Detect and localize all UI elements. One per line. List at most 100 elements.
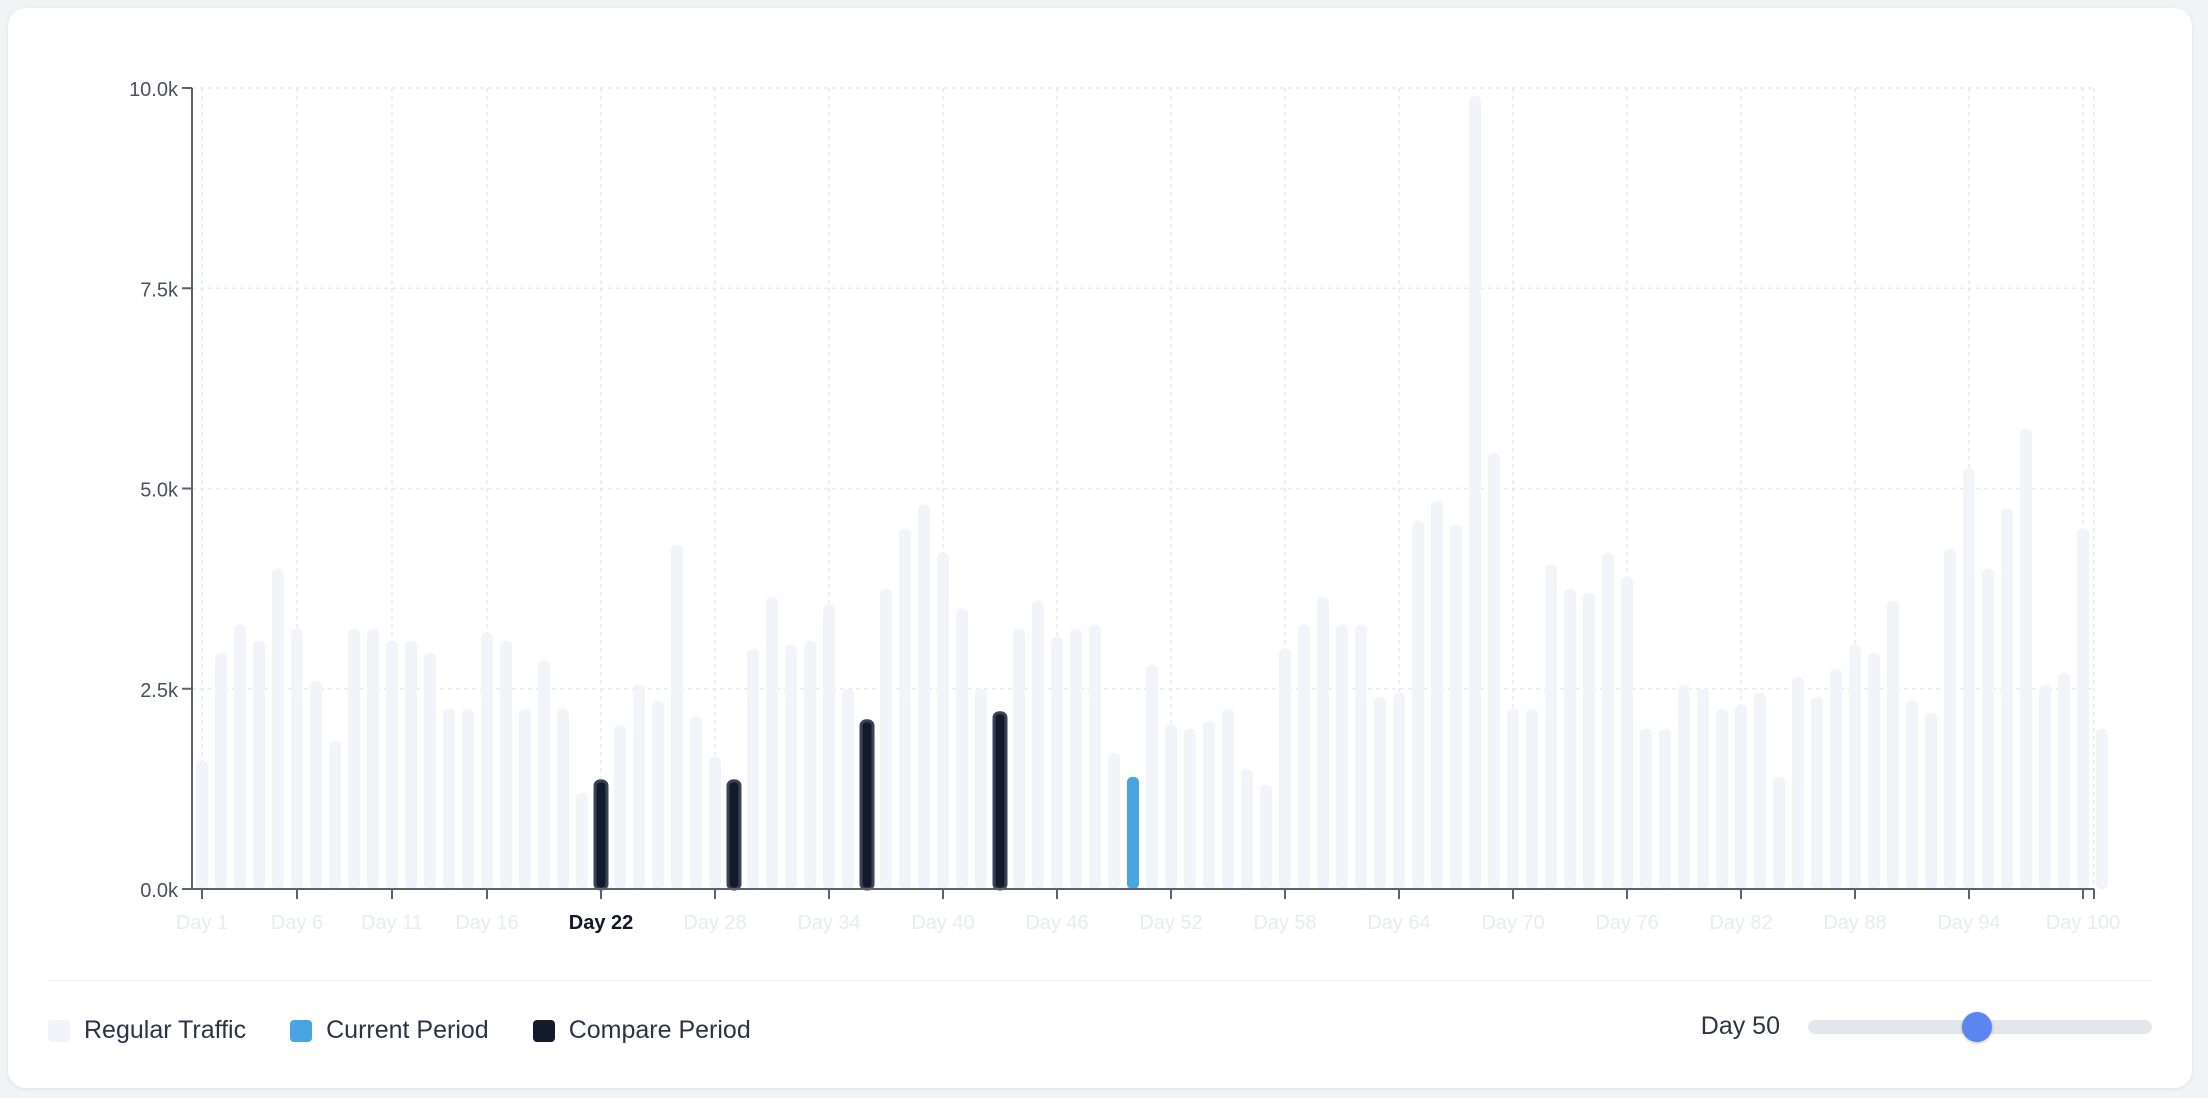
bar-regular[interactable] — [747, 648, 759, 889]
bar-regular[interactable] — [880, 588, 892, 889]
bar-regular[interactable] — [2077, 528, 2089, 889]
bar-regular[interactable] — [804, 640, 816, 889]
bar-regular[interactable] — [1583, 592, 1595, 889]
bar-compare[interactable] — [992, 711, 1008, 891]
bar-regular[interactable] — [1507, 708, 1519, 889]
day-slider-track[interactable] — [1808, 1011, 2152, 1042]
bar-regular[interactable] — [1792, 676, 1804, 889]
bar-regular[interactable] — [823, 604, 835, 889]
bar-regular[interactable] — [1260, 784, 1272, 889]
bar-regular[interactable] — [1089, 624, 1101, 889]
bar-regular[interactable] — [462, 708, 474, 889]
bar-regular[interactable] — [1602, 552, 1614, 889]
bar-regular[interactable] — [481, 632, 493, 889]
bar-regular[interactable] — [443, 708, 455, 889]
bar-regular[interactable] — [1374, 696, 1386, 889]
bar-regular[interactable] — [1659, 728, 1671, 889]
bar-regular[interactable] — [1868, 652, 1880, 889]
bar-regular[interactable] — [1849, 644, 1861, 889]
bar-compare[interactable] — [593, 779, 609, 891]
bar-regular[interactable] — [633, 684, 645, 889]
bar-regular[interactable] — [291, 628, 303, 889]
bar-regular[interactable] — [1355, 624, 1367, 889]
bar-regular[interactable] — [367, 628, 379, 889]
bar-regular[interactable] — [766, 596, 778, 889]
bar-regular[interactable] — [1032, 600, 1044, 889]
bar-regular[interactable] — [1222, 708, 1234, 889]
bar-regular[interactable] — [918, 504, 930, 889]
bar-regular[interactable] — [1545, 564, 1557, 889]
bar-regular[interactable] — [1887, 600, 1899, 889]
bar-regular[interactable] — [671, 544, 683, 889]
bar-regular[interactable] — [234, 624, 246, 889]
bar-regular[interactable] — [1830, 668, 1842, 889]
bar-regular[interactable] — [1146, 664, 1158, 889]
bar-regular[interactable] — [1488, 452, 1500, 889]
bar-regular[interactable] — [1925, 712, 1937, 889]
bar-regular[interactable] — [690, 716, 702, 889]
bar-regular[interactable] — [1906, 700, 1918, 889]
bar-regular[interactable] — [500, 640, 512, 889]
bar-regular[interactable] — [1298, 624, 1310, 889]
bar-regular[interactable] — [899, 528, 911, 889]
bar-regular[interactable] — [1336, 624, 1348, 889]
bar-regular[interactable] — [519, 708, 531, 889]
bar-regular[interactable] — [1013, 628, 1025, 889]
bar-regular[interactable] — [557, 708, 569, 889]
bar-regular[interactable] — [1811, 696, 1823, 889]
bar-regular[interactable] — [1184, 728, 1196, 889]
bar-regular[interactable] — [1754, 692, 1766, 889]
bar-regular[interactable] — [1279, 648, 1291, 889]
bar-regular[interactable] — [937, 552, 949, 889]
bar-regular[interactable] — [1450, 524, 1462, 889]
bar-regular[interactable] — [2020, 428, 2032, 889]
bar-regular[interactable] — [1697, 688, 1709, 889]
bar-regular[interactable] — [956, 608, 968, 889]
bar-regular[interactable] — [1982, 568, 1994, 889]
bar-regular[interactable] — [215, 652, 227, 889]
bar-regular[interactable] — [576, 792, 588, 889]
bar-regular[interactable] — [1412, 520, 1424, 889]
bar-regular[interactable] — [348, 628, 360, 889]
bar-regular[interactable] — [842, 688, 854, 889]
bar-regular[interactable] — [614, 724, 626, 889]
bar-regular[interactable] — [424, 652, 436, 889]
bar-regular[interactable] — [1773, 776, 1785, 889]
bar-regular[interactable] — [1526, 708, 1538, 889]
bar-regular[interactable] — [652, 700, 664, 889]
bar-regular[interactable] — [2058, 672, 2070, 889]
bar-regular[interactable] — [1317, 596, 1329, 889]
day-slider-thumb[interactable] — [1961, 1011, 1992, 1042]
bar-regular[interactable] — [1393, 692, 1405, 889]
bar-regular[interactable] — [1241, 768, 1253, 889]
bar-regular[interactable] — [2039, 684, 2051, 889]
bar-regular[interactable] — [785, 644, 797, 889]
bar-regular[interactable] — [1431, 500, 1443, 889]
bar-regular[interactable] — [538, 660, 550, 889]
bar-regular[interactable] — [1108, 752, 1120, 889]
bar-regular[interactable] — [709, 756, 721, 889]
bar-regular[interactable] — [253, 640, 265, 889]
bar-regular[interactable] — [196, 760, 208, 889]
bar-regular[interactable] — [1621, 576, 1633, 889]
bar-regular[interactable] — [405, 640, 417, 889]
bar-regular[interactable] — [386, 640, 398, 889]
bar-regular[interactable] — [272, 568, 284, 889]
bar-regular[interactable] — [1640, 728, 1652, 889]
bar-current[interactable] — [1127, 776, 1139, 889]
bar-regular[interactable] — [1070, 628, 1082, 889]
bar-regular[interactable] — [1469, 96, 1481, 889]
bar-regular[interactable] — [1716, 708, 1728, 889]
bar-regular[interactable] — [2096, 728, 2108, 889]
bar-compare[interactable] — [726, 779, 742, 891]
bar-regular[interactable] — [1678, 684, 1690, 889]
bar-regular[interactable] — [1564, 588, 1576, 889]
bar-compare[interactable] — [859, 719, 875, 891]
bar-regular[interactable] — [329, 740, 341, 889]
bar-regular[interactable] — [1735, 704, 1747, 889]
bar-regular[interactable] — [2001, 508, 2013, 889]
bar-regular[interactable] — [975, 688, 987, 889]
bar-regular[interactable] — [310, 680, 322, 889]
bar-regular[interactable] — [1203, 720, 1215, 889]
bar-regular[interactable] — [1165, 724, 1177, 889]
